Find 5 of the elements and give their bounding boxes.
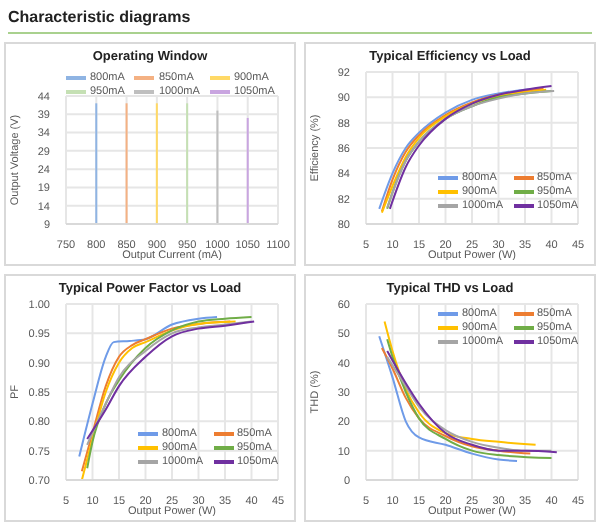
line-series <box>383 320 537 446</box>
line-series <box>78 315 219 458</box>
line-series <box>380 347 532 455</box>
text: Characteristic diagrams <box>8 8 592 34</box>
line-series <box>378 335 519 462</box>
